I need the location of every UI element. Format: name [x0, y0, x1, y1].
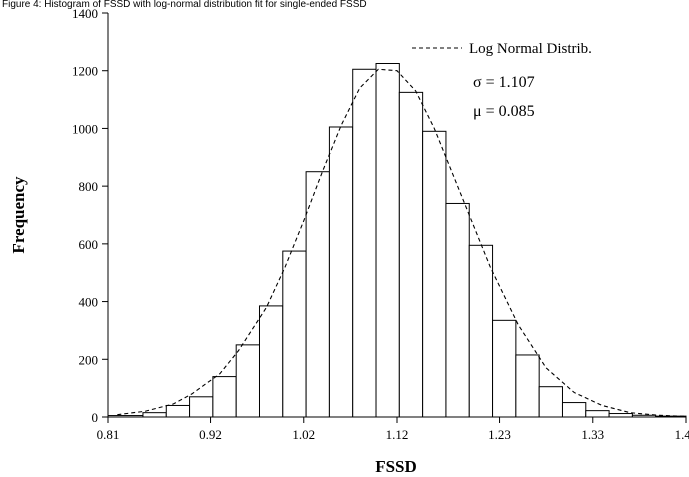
log-normal-curve	[117, 68, 687, 417]
y-tick-label: 200	[79, 352, 99, 367]
x-tick-label: 0.81	[97, 427, 120, 442]
histogram-bar	[422, 130, 447, 418]
bars-group	[107, 63, 687, 418]
y-tick-label: 1000	[72, 121, 98, 136]
x-tick-label: 1.33	[581, 427, 604, 442]
histogram-bar	[492, 319, 517, 418]
x-tick-label: 1.43	[675, 427, 689, 442]
y-tick-label: 600	[79, 237, 99, 252]
histogram-bar	[282, 250, 307, 418]
histogram-bar	[468, 244, 494, 418]
histogram-bar	[585, 410, 610, 418]
histogram-bar	[538, 386, 563, 418]
histogram-bar	[142, 412, 167, 418]
histogram-bar	[375, 63, 400, 418]
figure-caption: Figure 4: Histogram of FSSD with log-nor…	[2, 0, 367, 10]
y-tick-label: 1200	[72, 64, 98, 79]
y-tick-label: 400	[79, 295, 99, 310]
histogram-bar	[189, 396, 214, 418]
legend: Log Normal Distrib.	[412, 41, 592, 57]
x-axis-title: FSSD	[375, 457, 417, 476]
histogram-bar	[258, 305, 284, 418]
histogram-bar	[515, 354, 540, 418]
sigma-annotation: σ = 1.107	[473, 74, 535, 91]
histogram-bar	[561, 402, 587, 418]
x-tick-label: 1.02	[292, 427, 315, 442]
x-tick-label: 1.12	[386, 427, 409, 442]
histogram-bar	[352, 68, 377, 418]
mu-annotation: μ = 0.085	[473, 103, 535, 120]
histogram-bar	[608, 413, 633, 418]
histogram-bar	[305, 171, 330, 418]
y-axis-title: Frequency	[9, 176, 28, 254]
histogram-bar	[165, 404, 191, 418]
x-tick-label: 0.92	[199, 427, 222, 442]
legend-label: Log Normal Distrib.	[469, 41, 592, 57]
histogram-bar	[328, 126, 354, 418]
histogram-bar	[445, 202, 470, 418]
histogram-bar	[235, 344, 261, 418]
y-tick-label: 1400	[72, 6, 98, 21]
histogram-bar	[398, 91, 424, 418]
y-tick-label: 0	[92, 410, 99, 425]
x-tick-label: 1.23	[488, 427, 511, 442]
axes-group: 0 200 400 600 800 1000 1200 1400 0.81 0.92 1.02 1.1…	[72, 6, 689, 442]
histogram-bar	[212, 376, 237, 418]
y-tick-label: 800	[79, 179, 99, 194]
